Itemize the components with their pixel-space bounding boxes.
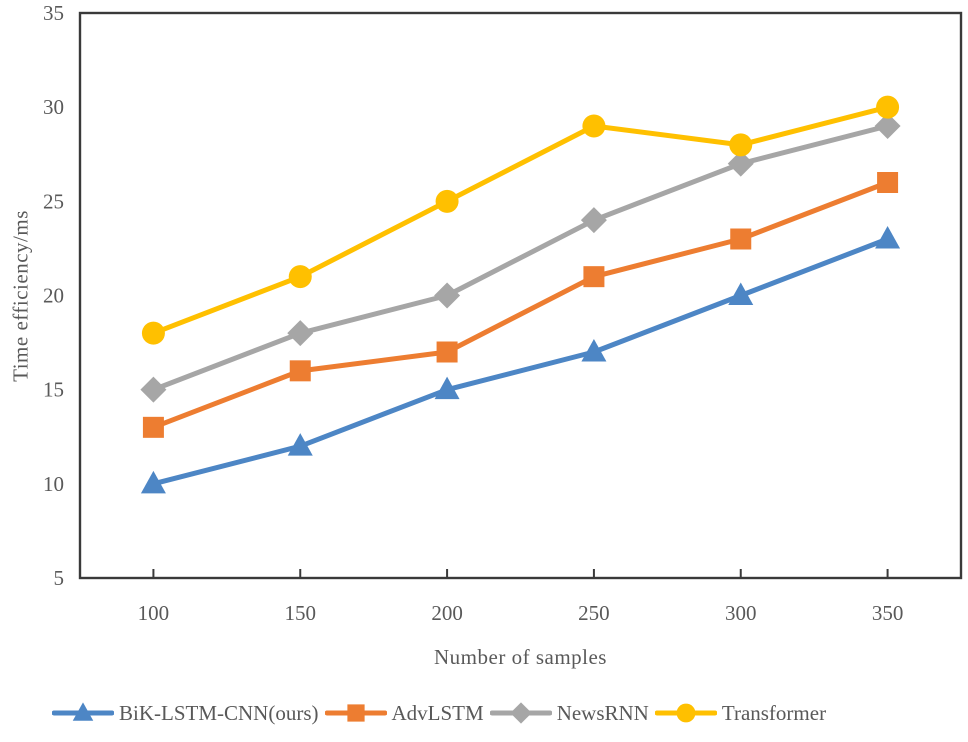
legend-marker (72, 702, 94, 721)
legend-item-transformer: Transformer (654, 700, 827, 726)
series-marker-advlstm (142, 416, 164, 438)
bik-lstm-cnn-ours-marker-icon (52, 702, 114, 721)
series-marker-transformer (876, 95, 900, 119)
legend-label-bik-lstm-cnn-ours: BiK-LSTM-CNN(ours) (119, 700, 319, 725)
y-tick-label: 30 (43, 95, 64, 119)
series-marker-transformer (582, 114, 606, 138)
y-tick-label: 20 (43, 284, 64, 308)
legend-marker (346, 704, 365, 722)
series-marker-advlstm (436, 341, 458, 363)
series-marker-advlstm (877, 172, 899, 193)
series-line-transformer (150, 104, 891, 336)
series-marker-bik-lstm-cnn-ours (728, 282, 754, 305)
legend-item-bik-lstm-cnn-ours: BiK-LSTM-CNN(ours) (52, 700, 319, 726)
series-marker-newsrnn (727, 150, 754, 177)
plot-border (78, 11, 963, 580)
y-tick-label: 5 (54, 566, 65, 590)
x-tick-label: 250 (578, 601, 610, 625)
chart-plot-area: 100 150 200 250 300 350 5 10 15 20 25 30 35 (43, 1, 963, 625)
series-line-advlstm (150, 180, 891, 430)
x-tick-label: 300 (725, 601, 757, 625)
series-marker-advlstm (583, 266, 605, 288)
y-tick-label: 25 (43, 189, 64, 213)
y-axis-title: Time efficiency/ms (8, 210, 33, 382)
series-marker-transformer (435, 189, 459, 213)
series-marker-bik-lstm-cnn-ours (287, 433, 313, 456)
series-marker-newsrnn (874, 113, 901, 139)
series-marker-bik-lstm-cnn-ours (875, 226, 901, 249)
y-tick-label: 15 (43, 378, 64, 402)
chart-legend: BiK-LSTM-CNN(ours) AdvLSTM NewsRNN Transfor… (52, 694, 826, 732)
series-marker-bik-lstm-cnn-ours (434, 376, 460, 400)
x-tick-label: 150 (285, 601, 317, 625)
series-marker-advlstm (730, 228, 752, 250)
series-marker-bik-lstm-cnn-ours (581, 339, 607, 362)
x-tick-label: 350 (872, 601, 904, 625)
transformer-marker-icon (654, 703, 717, 723)
legend-label-advlstm: AdvLSTM (391, 700, 484, 725)
legend-item-newsrnn: NewsRNN (489, 700, 649, 726)
series-line-newsrnn (150, 123, 891, 393)
series-marker-bik-lstm-cnn-ours (140, 470, 166, 494)
series-marker-newsrnn (434, 282, 461, 309)
x-axis-title: Number of samples (434, 645, 607, 669)
series-marker-newsrnn (580, 207, 607, 234)
series-marker-transformer (288, 265, 312, 289)
series-marker-newsrnn (140, 376, 167, 403)
newsrnn-marker-icon (489, 702, 552, 724)
series-marker-newsrnn (287, 320, 314, 347)
legend-item-advlstm: AdvLSTM (324, 700, 484, 726)
legend-marker (510, 702, 532, 724)
legend-marker (676, 703, 696, 723)
legend-label-transformer: Transformer (721, 700, 827, 725)
x-tick-label: 200 (431, 601, 463, 625)
series-line-bik-lstm-cnn-ours (150, 236, 891, 487)
series-marker-advlstm (289, 360, 311, 382)
y-tick-label: 35 (43, 1, 64, 25)
legend-label-newsrnn: NewsRNN (556, 700, 649, 725)
y-tick-label: 10 (43, 472, 64, 496)
series-marker-transformer (141, 321, 165, 345)
series-marker-transformer (729, 133, 753, 157)
x-tick-label: 100 (138, 601, 170, 625)
advlstm-marker-icon (324, 704, 387, 722)
